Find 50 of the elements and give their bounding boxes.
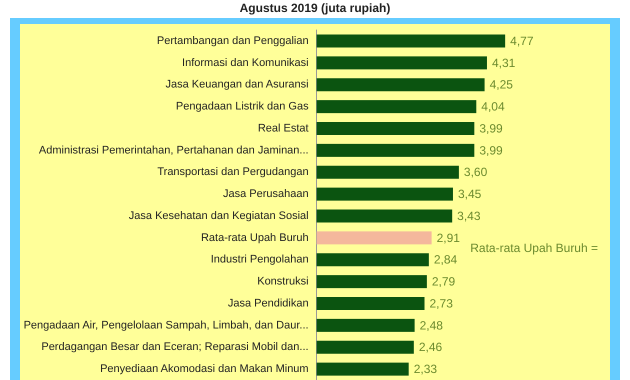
y-tick-label: Pengadaan Listrik dan Gas <box>176 100 310 113</box>
data-label: 3,99 <box>479 121 503 136</box>
data-label: 3,60 <box>464 165 488 180</box>
y-tick-label: Pertambangan dan Penggalian <box>156 34 309 47</box>
y-tick-label: Rata-rata Upah Buruh <box>200 232 309 244</box>
y-tick-label: Jasa Pendidikan <box>228 297 309 310</box>
data-label: 4,04 <box>481 100 505 114</box>
data-label: 3,45 <box>458 187 482 202</box>
data-label: 2,33 <box>414 362 438 376</box>
annotation: Rata-rata Upah Buruh = <box>470 241 598 255</box>
data-label: 2,79 <box>432 274 456 289</box>
y-tick-label: Penyediaan Akomodasi dan Makan Minum <box>100 363 309 376</box>
data-label: 2,73 <box>430 296 454 310</box>
y-tick-label: Industri Pengolahan <box>210 254 309 266</box>
bar <box>316 56 487 70</box>
bar <box>316 188 453 201</box>
bar <box>316 253 429 266</box>
data-label: 4,31 <box>492 56 516 70</box>
y-tick-label: Real Estat <box>258 122 309 134</box>
y-tick-label: Pengadaan Air, Pengelolaan Sampah, Limbah, dan Daur... <box>24 319 309 332</box>
data-label: 4,77 <box>510 34 534 48</box>
data-label: 3,99 <box>479 143 503 158</box>
bar <box>316 34 506 48</box>
bar <box>316 340 414 354</box>
y-tick-label: Administrasi Pemerintahan, Pertahanan dan Jaminan... <box>38 144 309 156</box>
data-label: 2,91 <box>436 230 460 245</box>
bar <box>316 275 427 288</box>
y-tick-label: Jasa Perusahaan <box>222 188 309 200</box>
bar <box>316 144 474 157</box>
y-tick-label: Konstruksi <box>257 276 309 288</box>
bar <box>316 362 409 376</box>
data-label: 2,46 <box>418 340 443 354</box>
data-label: 2,84 <box>434 252 458 267</box>
y-tick-label: Jasa Kesehatan dan Kegiatan Sosial <box>128 210 309 222</box>
data-label: 3,43 <box>457 208 481 223</box>
bar <box>316 296 425 310</box>
y-tick-label: Perdagangan Besar dan Eceran; Reparasi Mobil dan... <box>41 341 309 354</box>
bar <box>316 122 474 135</box>
bar <box>316 100 476 114</box>
data-label: 4,25 <box>490 78 514 92</box>
data-label: 2,48 <box>420 318 444 332</box>
bar <box>316 166 459 179</box>
y-tick-label: Transportasi dan Pergudangan <box>157 166 309 178</box>
bar <box>316 78 485 92</box>
bar <box>316 231 432 244</box>
y-tick-label: Jasa Keuangan dan Asuransi <box>165 78 309 91</box>
chart-title: Agustus 2019 (juta rupiah) <box>238 0 392 16</box>
bar <box>316 318 415 332</box>
y-tick-label: Informasi dan Komunikasi <box>182 56 309 69</box>
bar <box>316 209 452 222</box>
